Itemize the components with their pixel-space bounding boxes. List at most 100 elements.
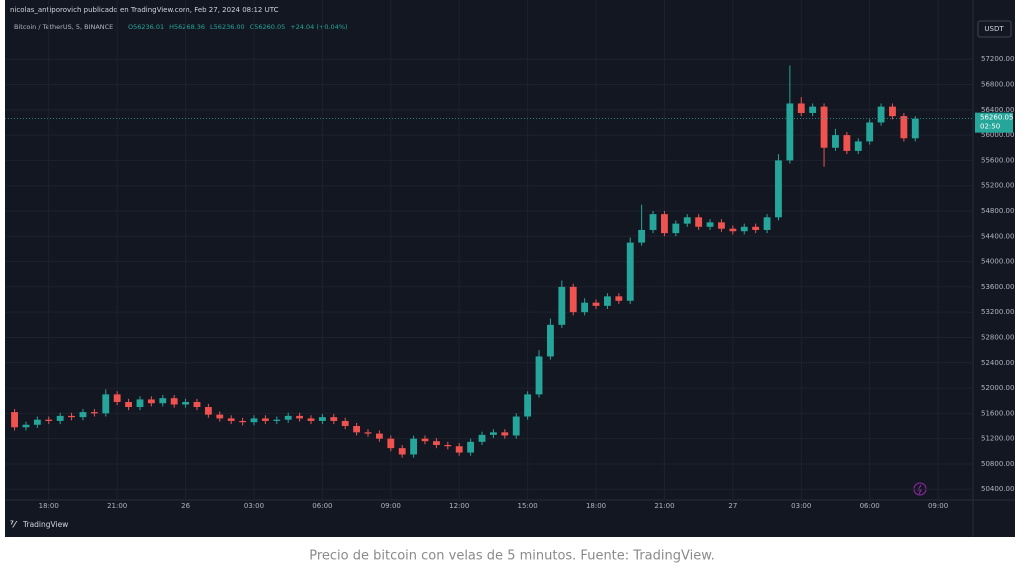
- candle-body: [273, 419, 281, 421]
- candle-body: [569, 286, 577, 313]
- x-tick-label: 03:00: [791, 502, 811, 510]
- candle-body: [706, 222, 714, 227]
- x-tick-label: 27: [728, 502, 737, 510]
- caption: Precio de bitcoin con velas de 5 minutos…: [309, 549, 715, 564]
- candle-body: [239, 420, 247, 423]
- candle-body: [318, 417, 326, 421]
- candle-body: [22, 424, 30, 428]
- candle-body: [68, 415, 75, 418]
- x-tick-label: 18:00: [39, 502, 59, 510]
- candle-body: [832, 135, 839, 148]
- candle-body: [261, 418, 269, 421]
- ohlc-value: C56260.05: [250, 23, 286, 31]
- candle-body: [809, 106, 817, 113]
- candle-body: [740, 226, 748, 232]
- candle-body: [467, 441, 475, 453]
- candle-body: [763, 217, 771, 230]
- candle-body: [170, 398, 178, 405]
- candle-body: [216, 414, 224, 419]
- candle-body: [854, 141, 862, 151]
- candle-body: [193, 401, 201, 408]
- y-tick-label: 54400.00: [981, 232, 1014, 240]
- candle-body: [820, 106, 828, 148]
- candle-body: [490, 432, 497, 435]
- candle-body: [353, 426, 361, 433]
- candle-body: [649, 214, 657, 230]
- candle-body: [615, 296, 623, 301]
- candle-body: [558, 286, 566, 325]
- candle-body: [56, 415, 64, 421]
- chart-panel: [5, 0, 1015, 537]
- candle-body: [410, 438, 418, 455]
- y-tick-label: 51200.00: [981, 435, 1014, 443]
- candle-body: [592, 302, 600, 306]
- candle-body: [547, 324, 554, 357]
- currency-button[interactable]: [977, 20, 1012, 38]
- candle-body: [911, 118, 919, 139]
- candle-body: [638, 229, 646, 243]
- y-tick-label: 56800.00: [981, 81, 1014, 89]
- countdown: 02:50: [980, 123, 1000, 131]
- candle-body: [102, 394, 110, 414]
- candle-body: [375, 433, 383, 439]
- y-tick-label: 50400.00: [981, 485, 1014, 493]
- last-price-label: 56260.05: [980, 114, 1013, 122]
- candle-body: [661, 214, 668, 234]
- candle-body: [307, 418, 315, 421]
- x-tick-label: 18:00: [586, 502, 606, 510]
- y-tick-label: 53600.00: [981, 283, 1014, 291]
- y-tick-label: 54000.00: [981, 258, 1014, 266]
- candle-body: [147, 399, 155, 404]
- y-tick-label: 52000.00: [981, 384, 1014, 392]
- logo: TradingView: [22, 520, 68, 529]
- candle-body: [524, 394, 532, 417]
- header: nicolas_antiporovich publicado en Tradin…: [10, 6, 279, 14]
- x-tick-label: 09:00: [381, 502, 401, 510]
- candle-body: [79, 412, 87, 418]
- candle-body: [604, 296, 611, 306]
- x-tick-label: 26: [181, 502, 190, 510]
- candle-body: [752, 226, 760, 230]
- y-tick-label: 55600.00: [981, 156, 1014, 164]
- candle-body: [843, 135, 851, 151]
- y-tick-label: 53200.00: [981, 308, 1014, 316]
- candle-body: [296, 415, 304, 419]
- ohlc-value: H56268.36: [169, 23, 205, 31]
- candle-body: [786, 103, 794, 161]
- currency[interactable]: USDT: [984, 25, 1004, 33]
- candle-body: [125, 401, 132, 408]
- candle-body: [159, 398, 167, 404]
- ohlc-value: O56236.01: [128, 23, 164, 31]
- candle-body: [227, 418, 235, 421]
- candle-body: [284, 415, 292, 420]
- candle-body: [535, 356, 543, 395]
- candle-body: [683, 217, 691, 224]
- candle-body: [330, 417, 338, 421]
- candle-body: [718, 222, 725, 229]
- candle-body: [33, 419, 41, 425]
- candle-body: [501, 432, 509, 436]
- candle-body: [421, 438, 429, 442]
- candle-body: [889, 106, 896, 117]
- candle-body: [866, 122, 874, 142]
- candle-body: [364, 432, 372, 434]
- candle-body: [444, 444, 452, 447]
- candle-body: [797, 103, 805, 113]
- x-tick-label: 15:00: [518, 502, 538, 510]
- candle-body: [250, 418, 258, 423]
- candle-body: [398, 448, 406, 455]
- lightning-bolt: [917, 484, 922, 495]
- x-tick-label: 03:00: [244, 502, 264, 510]
- x-tick-label: 06:00: [312, 502, 332, 510]
- y-tick-label: 50800.00: [981, 460, 1014, 468]
- logo-mark: ⁷⁄: [10, 521, 18, 531]
- y-tick-label: 51600.00: [981, 409, 1014, 417]
- candle-body: [672, 223, 680, 234]
- candle-body: [90, 412, 98, 414]
- candle-body: [877, 106, 885, 123]
- candle-body: [478, 434, 486, 442]
- candle-body: [136, 399, 144, 408]
- candle-body: [900, 116, 908, 139]
- ohlc-value: L56236.00: [210, 23, 245, 31]
